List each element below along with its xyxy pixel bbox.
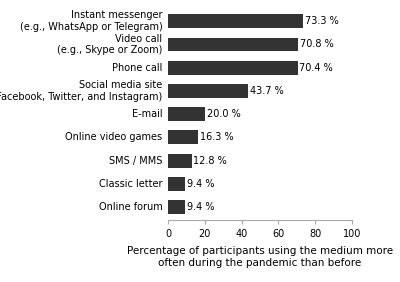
Bar <box>168 107 205 121</box>
Bar <box>168 177 185 191</box>
X-axis label: Percentage of participants using the medium more
often during the pandemic than : Percentage of participants using the med… <box>127 246 393 268</box>
Text: 20.0 %: 20.0 % <box>207 109 240 119</box>
Bar <box>168 61 298 75</box>
Text: 16.3 %: 16.3 % <box>200 133 234 142</box>
Text: 43.7 %: 43.7 % <box>250 86 284 96</box>
Text: 9.4 %: 9.4 % <box>187 179 215 189</box>
Bar <box>168 38 298 51</box>
Text: 12.8 %: 12.8 % <box>193 156 227 166</box>
Bar <box>168 131 198 144</box>
Text: 73.3 %: 73.3 % <box>305 16 338 26</box>
Bar <box>168 200 185 214</box>
Text: 70.8 %: 70.8 % <box>300 39 334 49</box>
Text: 9.4 %: 9.4 % <box>187 202 215 212</box>
Text: 70.4 %: 70.4 % <box>299 63 333 73</box>
Bar <box>168 14 303 28</box>
Bar <box>168 154 192 168</box>
Bar <box>168 84 248 98</box>
